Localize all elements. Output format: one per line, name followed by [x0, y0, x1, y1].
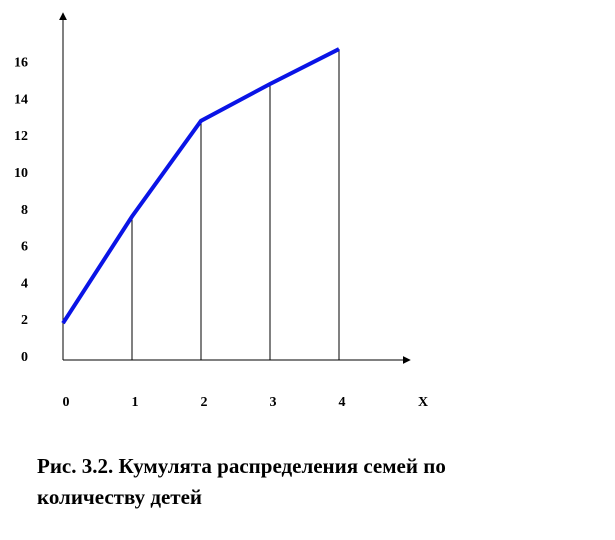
y-tick-label: 2: [21, 313, 28, 328]
figure-caption: Рис. 3.2. Кумулята распределения семей п…: [37, 454, 446, 509]
y-tick-label: 16: [14, 56, 28, 71]
y-tick-labels: 0 2 4 6 8 10 12 14 16: [14, 56, 28, 365]
y-tick-label: 8: [21, 203, 28, 218]
y-tick-label: 4: [21, 276, 28, 291]
x-tick-label: 1: [132, 395, 139, 410]
x-tick-label: 2: [201, 395, 208, 410]
x-tick-label: 3: [270, 395, 277, 410]
x-axis-label: X: [418, 395, 428, 410]
y-tick-label: 12: [14, 129, 28, 144]
drop-lines: [131, 49, 340, 360]
y-tick-label: 6: [21, 240, 28, 255]
x-tick-label: 4: [339, 395, 346, 410]
x-tick-labels: 0 1 2 3 4: [63, 395, 346, 410]
x-tick-label: 0: [63, 395, 70, 410]
y-tick-label: 10: [14, 166, 28, 181]
y-tick-label: 14: [14, 92, 28, 107]
cumulative-series-line: [61, 47, 340, 325]
y-tick-label: 0: [21, 350, 28, 365]
